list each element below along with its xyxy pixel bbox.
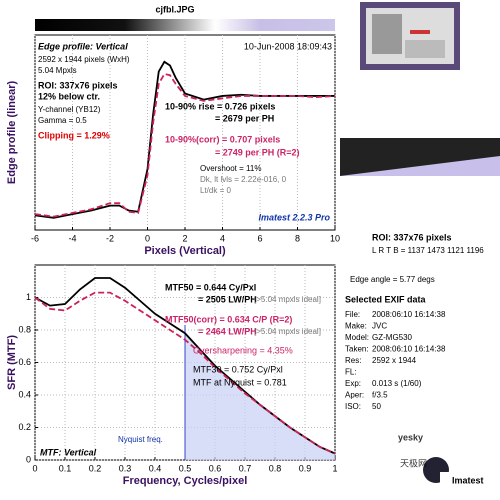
x-axis-label: Pixels (Vertical): [144, 245, 226, 257]
x-tick-label: 0.9: [299, 463, 312, 473]
annotation: MTF30 = 0.752 Cy/Pxl: [193, 364, 283, 374]
x-tick-label: 10: [330, 233, 340, 243]
annotation: = 2679 per PH: [215, 113, 274, 123]
annotation: Oversharpening = 4.35%: [193, 345, 293, 355]
logo: Imatest: [452, 475, 484, 485]
annotation: 5.04 Mpxls: [38, 66, 77, 75]
x-tick-label: 0.4: [149, 463, 162, 473]
x-tick-label: 0.2: [89, 463, 102, 473]
nyquist-shade: [185, 333, 335, 460]
series-line: [34, 291, 336, 455]
y-axis-label: SFR (MTF): [6, 335, 18, 390]
x-tick-label: 0.3: [119, 463, 132, 473]
watermark: 天极网: [400, 457, 427, 468]
exif-value: 2592 x 1944: [372, 356, 417, 365]
annotation: = 2505 LW/PH: [198, 294, 257, 304]
x-tick-label: 0: [145, 233, 150, 243]
y-tick-label: 0.8: [18, 324, 31, 334]
roi-label: ROI: 337x76 pixels: [372, 232, 452, 242]
edge-angle: Edge angle = 5.77 degs: [350, 275, 435, 284]
x-tick-label: 0.5: [179, 463, 192, 473]
x-tick-label: 0.7: [239, 463, 252, 473]
annotation: = 2749 per PH (R=2): [215, 147, 300, 157]
annotation: Gamma = 0.5: [38, 116, 87, 125]
annotation: Y-channel (YB12): [38, 105, 101, 114]
y-tick-label: 0.4: [18, 389, 31, 399]
annotation: MTF at Nyquist = 0.781: [193, 377, 287, 387]
x-tick-label: 0.1: [59, 463, 72, 473]
exif-key: Exp:: [345, 379, 361, 388]
annotation: Edge profile: Vertical: [38, 41, 128, 51]
x-tick-label: 1: [332, 463, 337, 473]
x-axis-label: Frequency, Cycles/pixel: [123, 475, 248, 487]
x-tick-label: 6: [257, 233, 262, 243]
exif-key: FL:: [345, 368, 357, 377]
exif-value: 0.013 s (1/60): [372, 379, 422, 388]
exif-value: GZ-MG530: [372, 333, 413, 342]
annotation: [>5.04 mpxls ideal]: [254, 327, 321, 336]
x-tick-label: 0: [32, 463, 37, 473]
y-tick-label: 1: [26, 292, 31, 302]
exif-key: File:: [345, 310, 360, 319]
exif-value: 2008:06:10 16:14:38: [372, 345, 446, 354]
annotation: Dk, lt lvls = 2.22e-016, 0: [200, 175, 287, 184]
y-axis-label: Edge profile (linear): [6, 81, 18, 185]
x-tick-label: 0.6: [209, 463, 222, 473]
roi-coords: L R T B = 1137 1473 1121 1196: [372, 246, 484, 255]
series-line: [34, 72, 336, 218]
exif-value: 2008:06:10 16:14:38: [372, 310, 446, 319]
exif-key: Make:: [345, 322, 367, 331]
y-tick-label: 0.2: [18, 422, 31, 432]
chart-title: cjfbl.JPG: [155, 4, 194, 14]
annotation: ROI: 337x76 pixels: [38, 80, 118, 90]
y-tick-label: 0: [26, 454, 31, 464]
gradient-strip: [35, 19, 335, 31]
roi-image: [340, 138, 500, 176]
annotation: Lt/dk = 0: [200, 186, 231, 195]
exif-key: Model:: [345, 333, 369, 342]
x-tick-label: 0.8: [269, 463, 282, 473]
series-line: [34, 277, 336, 455]
x-tick-label: 4: [220, 233, 225, 243]
annotation: 10-90%(corr) = 0.707 pixels: [165, 134, 280, 144]
logo-badge: [423, 457, 500, 488]
annotation: MTF: Vertical: [40, 447, 97, 457]
exif-value: JVC: [372, 322, 387, 331]
exif-key: Taken:: [345, 345, 369, 354]
exif-title: Selected EXIF data: [345, 294, 427, 304]
x-tick-label: 8: [295, 233, 300, 243]
watermark: yesky: [398, 432, 423, 442]
exif-key: Res:: [345, 356, 361, 365]
annotation: 10-90% rise = 0.726 pixels: [165, 101, 275, 111]
annotation: MTF50(corr) = 0.634 C/P (R=2): [165, 314, 292, 324]
annotation: Nyquist freq.: [118, 435, 163, 444]
annotation: Clipping = 1.29%: [38, 130, 110, 140]
exif-key: Aper:: [345, 391, 364, 400]
annotation: [>5.04 mpxls ideal]: [254, 295, 321, 304]
x-tick-label: 2: [182, 233, 187, 243]
annotation: MTF50 = 0.644 Cy/Pxl: [165, 282, 256, 292]
exif-value: f/3.5: [372, 391, 388, 400]
exif-key: ISO:: [345, 402, 361, 411]
annotation: Imatest 2.2.3 Pro: [258, 212, 330, 222]
annotation: 12% below ctr.: [38, 91, 100, 101]
annotation: 10-Jun-2008 18:09:43: [244, 41, 332, 51]
x-tick-label: -4: [68, 233, 76, 243]
annotation: = 2464 LW/PH: [198, 326, 257, 336]
y-tick-label: 0.6: [18, 357, 31, 367]
x-tick-label: -6: [31, 233, 39, 243]
x-tick-label: -2: [106, 233, 114, 243]
annotation: Overshoot = 11%: [200, 164, 261, 173]
annotation: 2592 x 1944 pixels (WxH): [38, 55, 130, 64]
exif-value: 50: [372, 402, 381, 411]
thumbnail: [360, 2, 460, 70]
